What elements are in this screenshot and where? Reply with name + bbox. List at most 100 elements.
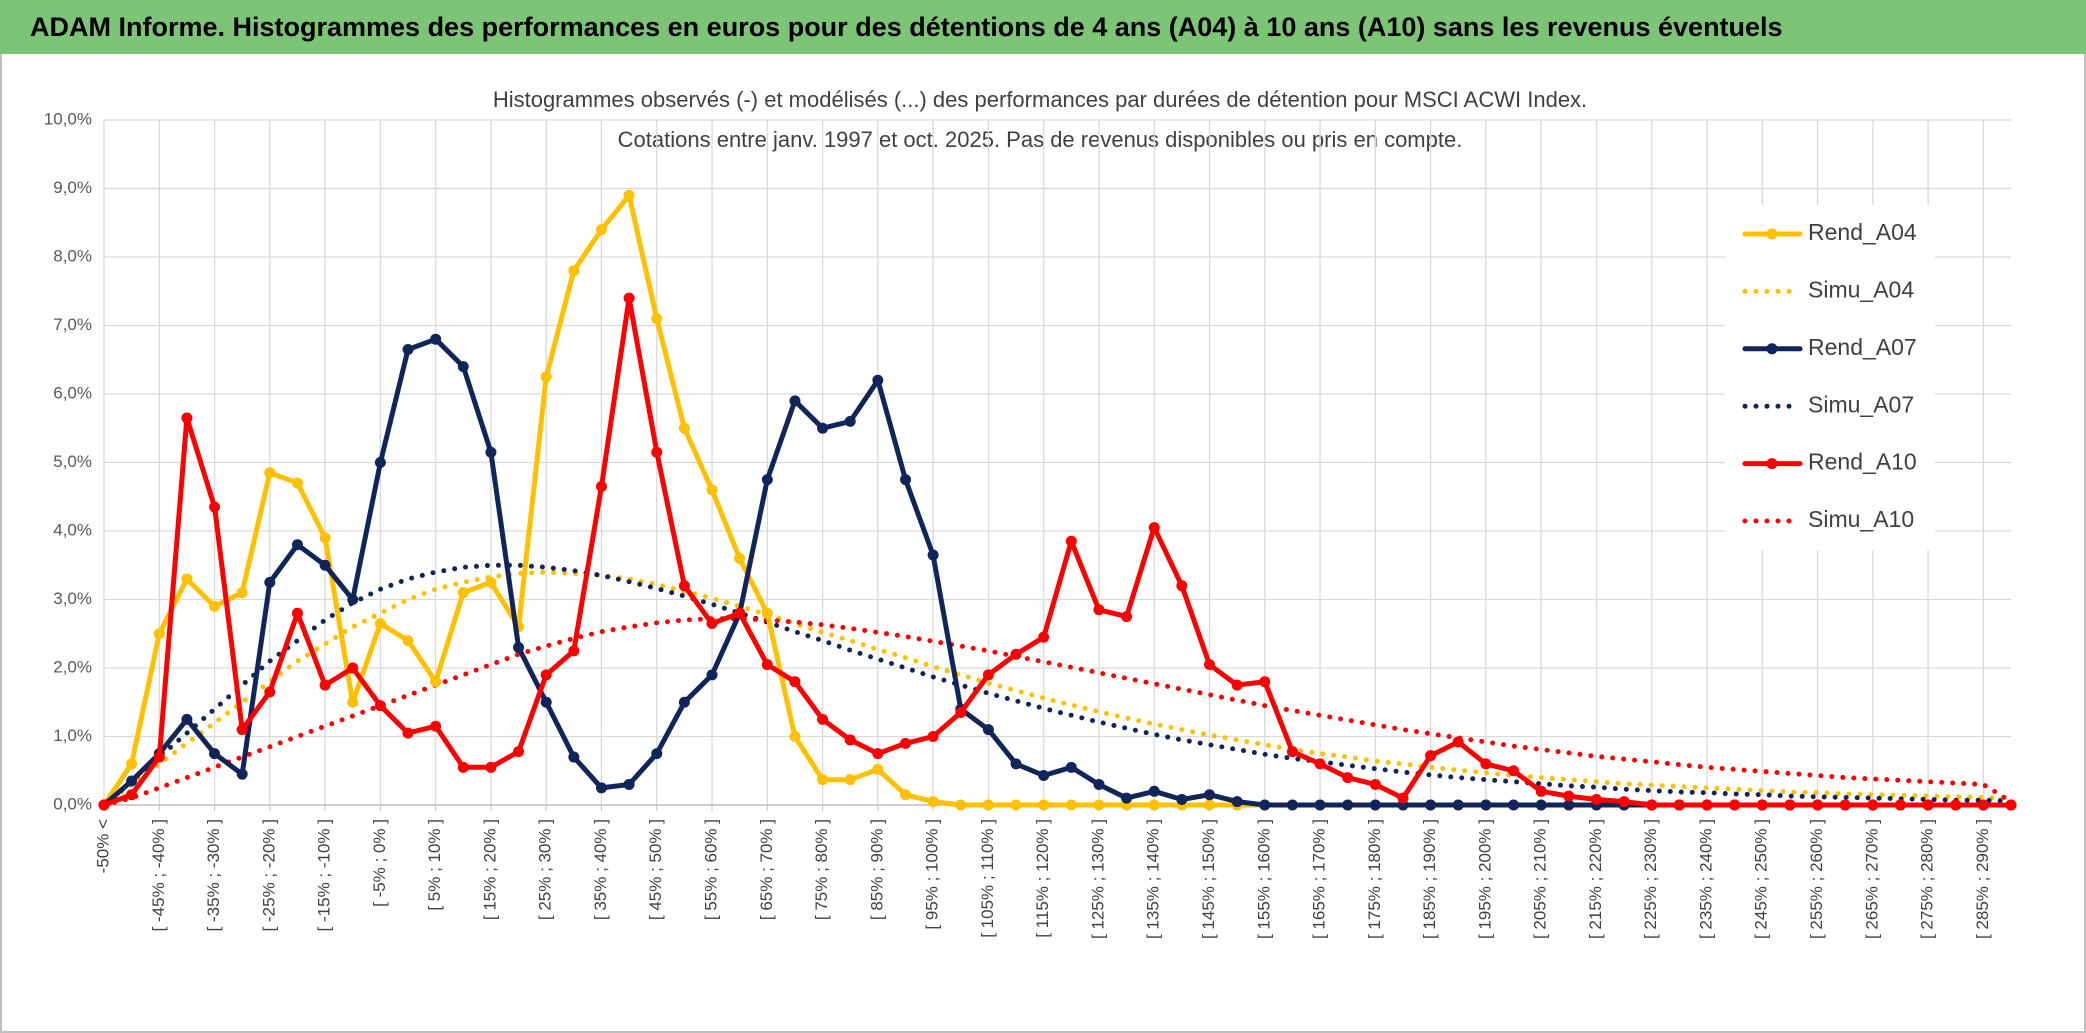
point	[1452, 799, 1464, 811]
point	[1839, 799, 1851, 811]
point	[706, 484, 718, 496]
point	[1121, 792, 1133, 804]
model-line	[101, 616, 2014, 808]
point	[734, 607, 746, 619]
point	[651, 748, 663, 760]
point	[264, 467, 276, 479]
x-tick-label: [ 65% ; 70% ]	[757, 819, 776, 920]
legend-label: Rend_A07	[1808, 334, 1917, 360]
point	[678, 580, 690, 592]
x-tick-label: -50% <	[93, 819, 112, 873]
x-tick-label: [ 135% ; 140% ]	[1144, 819, 1163, 939]
model-line	[101, 569, 2014, 808]
point	[568, 645, 580, 657]
y-tick-label: 0,0%	[53, 794, 92, 813]
point	[761, 659, 773, 671]
point	[347, 696, 359, 708]
point	[651, 313, 663, 325]
point	[1756, 799, 1768, 811]
point	[1148, 799, 1160, 811]
x-tick-label: [ 105% ; 110% ]	[978, 819, 997, 938]
point	[955, 707, 967, 719]
point	[789, 731, 801, 742]
point	[513, 746, 525, 758]
point	[540, 696, 552, 708]
model-line	[101, 562, 2014, 808]
legend-marker	[1766, 458, 1778, 470]
point	[595, 782, 607, 794]
x-tick-label: [ 265% ; 270% ]	[1862, 819, 1881, 939]
point	[347, 662, 359, 674]
point	[1065, 761, 1077, 773]
point	[1590, 794, 1602, 806]
point	[1342, 799, 1354, 811]
point	[319, 679, 331, 691]
legend-label: Simu_A10	[1808, 506, 1914, 532]
point	[927, 796, 939, 808]
header-bar	[0, 0, 2086, 54]
point	[872, 763, 884, 775]
point	[761, 607, 773, 619]
point	[927, 731, 939, 742]
point	[568, 751, 580, 763]
point	[319, 559, 331, 571]
y-tick-label: 5,0%	[53, 452, 92, 471]
point	[623, 292, 635, 304]
point	[1231, 679, 1243, 691]
point	[1286, 746, 1298, 758]
point	[1065, 535, 1077, 547]
point	[1480, 799, 1492, 811]
point	[1425, 750, 1437, 762]
point	[126, 775, 138, 787]
point	[1563, 799, 1575, 811]
point	[1618, 796, 1630, 808]
point	[734, 552, 746, 564]
point	[1231, 796, 1243, 808]
point	[1093, 799, 1105, 811]
point	[568, 265, 580, 277]
point	[540, 371, 552, 383]
x-tick-label: [ 95% ; 100% ]	[923, 819, 942, 930]
point	[374, 617, 386, 629]
x-tick-label: [ 245% ; 250% ]	[1752, 819, 1771, 939]
x-tick-label: [ -35% ; -30% ]	[204, 819, 223, 931]
x-tick-label: [ 285% ; 290% ]	[1973, 819, 1992, 939]
point	[1065, 799, 1077, 811]
point	[1646, 799, 1658, 811]
point	[955, 799, 967, 811]
point	[982, 669, 994, 681]
point	[236, 587, 248, 599]
point	[1093, 604, 1105, 616]
point	[264, 576, 276, 588]
point	[872, 374, 884, 386]
point	[1010, 648, 1022, 660]
point	[1950, 799, 1962, 811]
legend-marker	[1766, 343, 1778, 355]
point	[899, 737, 911, 749]
point	[126, 758, 138, 770]
point	[1729, 799, 1741, 811]
point	[982, 724, 994, 736]
x-tick-label: [ 75% ; 80% ]	[812, 819, 831, 920]
x-tick-label: [ 25% ; 30% ]	[536, 819, 555, 920]
y-tick-label: 7,0%	[53, 315, 92, 334]
point	[126, 789, 138, 801]
point	[623, 189, 635, 201]
chart-title: Histogrammes observés (-) et modélisés (…	[493, 87, 1587, 112]
point	[1452, 736, 1464, 748]
point	[402, 343, 414, 355]
point	[1369, 778, 1381, 790]
point	[374, 457, 386, 468]
point	[678, 696, 690, 708]
point	[1977, 799, 1989, 811]
y-tick-label: 4,0%	[53, 520, 92, 539]
point	[98, 799, 110, 811]
point	[485, 446, 497, 458]
point	[1812, 799, 1824, 811]
point	[789, 676, 801, 688]
point	[347, 594, 359, 605]
point	[982, 799, 994, 811]
point	[595, 224, 607, 236]
point	[1369, 799, 1381, 811]
point	[291, 477, 303, 489]
